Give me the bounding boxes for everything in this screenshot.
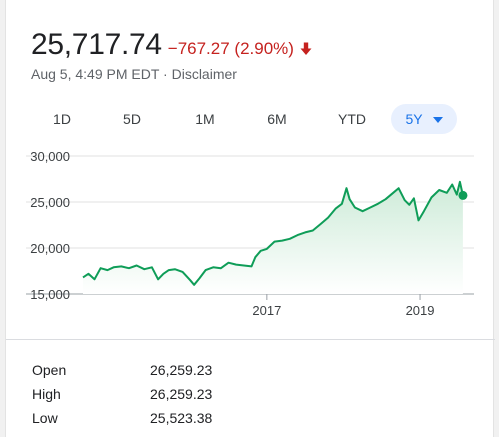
current-price: 25,717.74 [31,28,162,61]
y-tick-label: 30,000 [30,149,70,164]
y-tick-label: 15,000 [30,287,70,302]
range-tab-6m[interactable]: 6M [255,104,299,134]
quote-header: 25,717.74 −767.27 (2.90%) [31,28,312,62]
range-tab-5d[interactable]: 5D [110,104,154,134]
range-label: YTD [338,111,366,127]
last-price-dot [458,190,468,200]
y-tick-label: 25,000 [30,195,70,210]
price-chart[interactable]: 15,000 20,000 25,000 30,000 2017 2019 [6,140,495,325]
x-tick-label: 2017 [252,303,281,318]
stat-value: 26,259.23 [150,386,213,402]
range-tab-1m[interactable]: 1M [183,104,227,134]
divider [6,339,495,340]
price-area [83,181,463,294]
range-tab-1d[interactable]: 1D [40,104,84,134]
range-label: 1M [195,111,215,127]
chevron-down-icon [432,117,443,124]
stat-value: 26,259.23 [150,362,213,378]
range-label: 1D [53,111,71,127]
timestamp: Aug 5, 4:49 PM EDT [31,66,160,82]
stat-label: High [32,386,61,402]
stat-value: 25,523.38 [150,410,213,426]
stock-card: 25,717.74 −767.27 (2.90%) Aug 5, 4:49 PM… [5,0,495,437]
meta-separator: · [159,66,172,82]
disclaimer-link[interactable]: Disclaimer [171,66,237,82]
range-selector: 1D 5D 1M 6M YTD 5Y [6,104,495,134]
range-label: 6M [267,111,287,127]
range-tab-ytd[interactable]: YTD [327,104,377,134]
stat-label: Low [32,410,58,426]
price-line [82,180,464,286]
y-tick-label: 20,000 [30,241,70,256]
range-label: 5Y [405,111,423,127]
stat-label: Open [32,362,67,378]
range-tab-5y[interactable]: 5Y [391,104,457,134]
down-arrow-icon [300,42,312,61]
price-change: −767.27 (2.90%) [167,39,294,58]
x-tick-label: 2019 [406,303,435,318]
range-label: 5D [123,111,141,127]
quote-meta: Aug 5, 4:49 PM EDT · Disclaimer [31,66,237,82]
